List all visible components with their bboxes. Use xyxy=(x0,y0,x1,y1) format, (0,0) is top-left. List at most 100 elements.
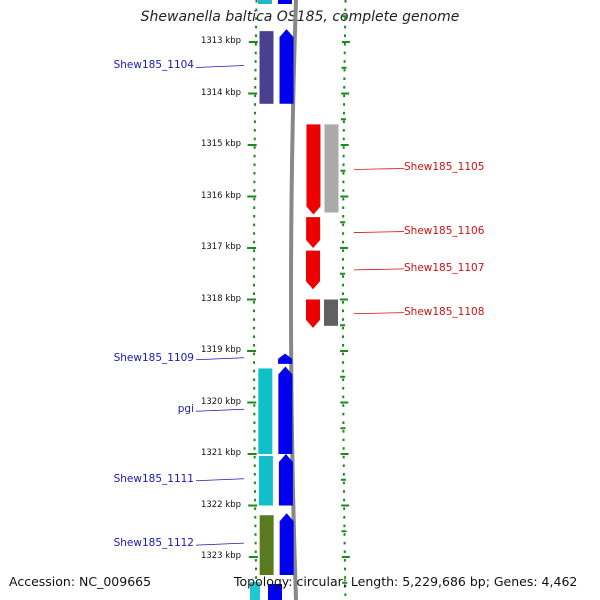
inner-dotted-guide xyxy=(255,576,258,579)
outer-dotted-guide xyxy=(342,344,345,347)
axis-tick-label: 1313 kbp xyxy=(200,36,241,46)
minor-tick xyxy=(342,581,348,584)
inner-dotted-guide xyxy=(254,43,257,46)
outer-dotted-guide xyxy=(343,43,346,46)
gene-leader-Shew185_1104 xyxy=(195,65,245,68)
outer-dotted-guide xyxy=(342,335,345,338)
gene-arrow-Shew185_1107 xyxy=(306,250,321,290)
axis-tick xyxy=(247,298,256,301)
inner-dotted-guide xyxy=(253,352,256,356)
gene-label-Shew185_1112[interactable]: Shew185_1112 xyxy=(113,537,194,550)
inner-dotted-guide xyxy=(253,430,256,433)
cog-block-partial-bottom xyxy=(250,582,260,600)
axis-tick-label: 1319 kbp xyxy=(200,345,241,355)
inner-dotted-guide xyxy=(254,94,257,98)
inner-dotted-guide xyxy=(254,507,257,510)
outer-dotted-guide xyxy=(342,120,345,123)
minor-tick xyxy=(340,375,346,378)
inner-dotted-guide xyxy=(253,292,256,295)
gene-label-pgi[interactable]: pgi xyxy=(177,403,194,416)
outer-dotted-guide xyxy=(342,163,345,166)
inner-dotted-guide xyxy=(253,378,256,381)
inner-dotted-guide xyxy=(253,318,256,321)
axis-tick xyxy=(247,350,257,352)
inner-dotted-guide xyxy=(254,524,257,528)
outer-dotted-guide xyxy=(343,524,346,528)
gene-leader-pgi xyxy=(195,408,245,412)
inner-dotted-guide xyxy=(253,335,256,338)
outer-dotted-guide xyxy=(342,447,345,450)
gene-label-Shew185_1106[interactable]: Shew185_1106 xyxy=(404,224,485,237)
inner-dotted-guide xyxy=(254,68,257,72)
minor-tick xyxy=(342,15,348,18)
inner-dotted-guide xyxy=(253,438,256,442)
axis-tick xyxy=(247,247,257,249)
outer-dotted-guide xyxy=(342,326,345,330)
outer-dotted-guide xyxy=(343,103,346,106)
outer-dotted-guide xyxy=(342,387,345,390)
gene-label-Shew185_1108[interactable]: Shew185_1108 xyxy=(404,305,485,318)
gene-label-Shew185_1104[interactable]: Shew185_1104 xyxy=(113,59,194,72)
accession-text: Accession: NC_009665 xyxy=(9,574,152,589)
outer-dotted-guide xyxy=(342,369,345,373)
outer-dotted-guide xyxy=(343,567,346,571)
gene-arrow-Shew185_1112 xyxy=(279,513,294,576)
cog-block-Shew185_1108 xyxy=(324,299,339,326)
outer-dotted-guide xyxy=(342,129,345,132)
outer-dotted-guide xyxy=(344,576,347,579)
minor-tick xyxy=(340,272,346,275)
outer-dotted-guide xyxy=(342,378,345,381)
gene-label-Shew185_1107[interactable]: Shew185_1107 xyxy=(404,261,485,274)
gene-label-Shew185_1109[interactable]: Shew185_1109 xyxy=(113,351,194,364)
outer-dotted-guide xyxy=(342,240,345,244)
map-title: Shewanella baltica OS185, complete genom… xyxy=(140,9,460,25)
outer-dotted-guide xyxy=(342,481,345,485)
axis-tick-outer xyxy=(340,453,349,455)
gene-arrow-partial-top xyxy=(278,0,292,4)
minor-tick xyxy=(340,118,346,121)
inner-dotted-guide xyxy=(253,111,256,115)
outer-dotted-guide xyxy=(342,189,345,192)
inner-dotted-guide xyxy=(253,395,256,399)
inner-dotted-guide xyxy=(254,516,257,519)
outer-dotted-guide xyxy=(343,516,346,519)
outer-dotted-guide xyxy=(342,395,345,399)
gene-arrow-pgi xyxy=(278,366,293,454)
inner-dotted-guide xyxy=(253,232,256,235)
cog-block-Shew185_1105 xyxy=(324,124,339,213)
axis-tick-outer xyxy=(340,247,349,249)
inner-dotted-guide xyxy=(254,51,257,55)
inner-dotted-guide xyxy=(254,498,257,502)
axis-tick xyxy=(248,504,258,507)
gene-leader-Shew185_1111 xyxy=(195,478,245,482)
gene-leader-Shew185_1107 xyxy=(353,268,405,271)
inner-dotted-guide xyxy=(253,180,256,184)
inner-dotted-guide xyxy=(254,34,257,37)
outer-dotted-guide xyxy=(343,533,346,536)
inner-dotted-guide xyxy=(254,86,257,89)
gene-label-Shew185_1105[interactable]: Shew185_1105 xyxy=(404,161,485,174)
axis-tick xyxy=(247,144,257,146)
outer-dotted-guide xyxy=(342,206,345,209)
inner-dotted-guide xyxy=(253,455,256,459)
inner-dotted-guide xyxy=(254,490,257,493)
outer-dotted-guide xyxy=(344,8,347,12)
minor-tick xyxy=(340,478,346,481)
outer-dotted-guide xyxy=(344,25,347,29)
outer-dotted-guide xyxy=(342,464,345,467)
cog-block-partial-top xyxy=(258,0,272,4)
outer-dotted-guide xyxy=(342,180,345,184)
inner-dotted-guide xyxy=(253,326,256,330)
axis-tick-outer xyxy=(341,556,350,558)
outer-dotted-guide xyxy=(342,473,345,476)
outer-dotted-guide xyxy=(342,412,345,416)
axis-tick-outer xyxy=(341,41,350,43)
inner-dotted-guide xyxy=(253,266,256,270)
gene-label-Shew185_1111[interactable]: Shew185_1111 xyxy=(113,472,194,485)
cog-block-Shew185_1104 xyxy=(259,31,274,104)
outer-dotted-guide xyxy=(343,541,346,545)
outer-dotted-guide xyxy=(342,404,345,407)
outer-dotted-guide xyxy=(342,154,345,158)
axis-tick-outer xyxy=(340,144,349,146)
